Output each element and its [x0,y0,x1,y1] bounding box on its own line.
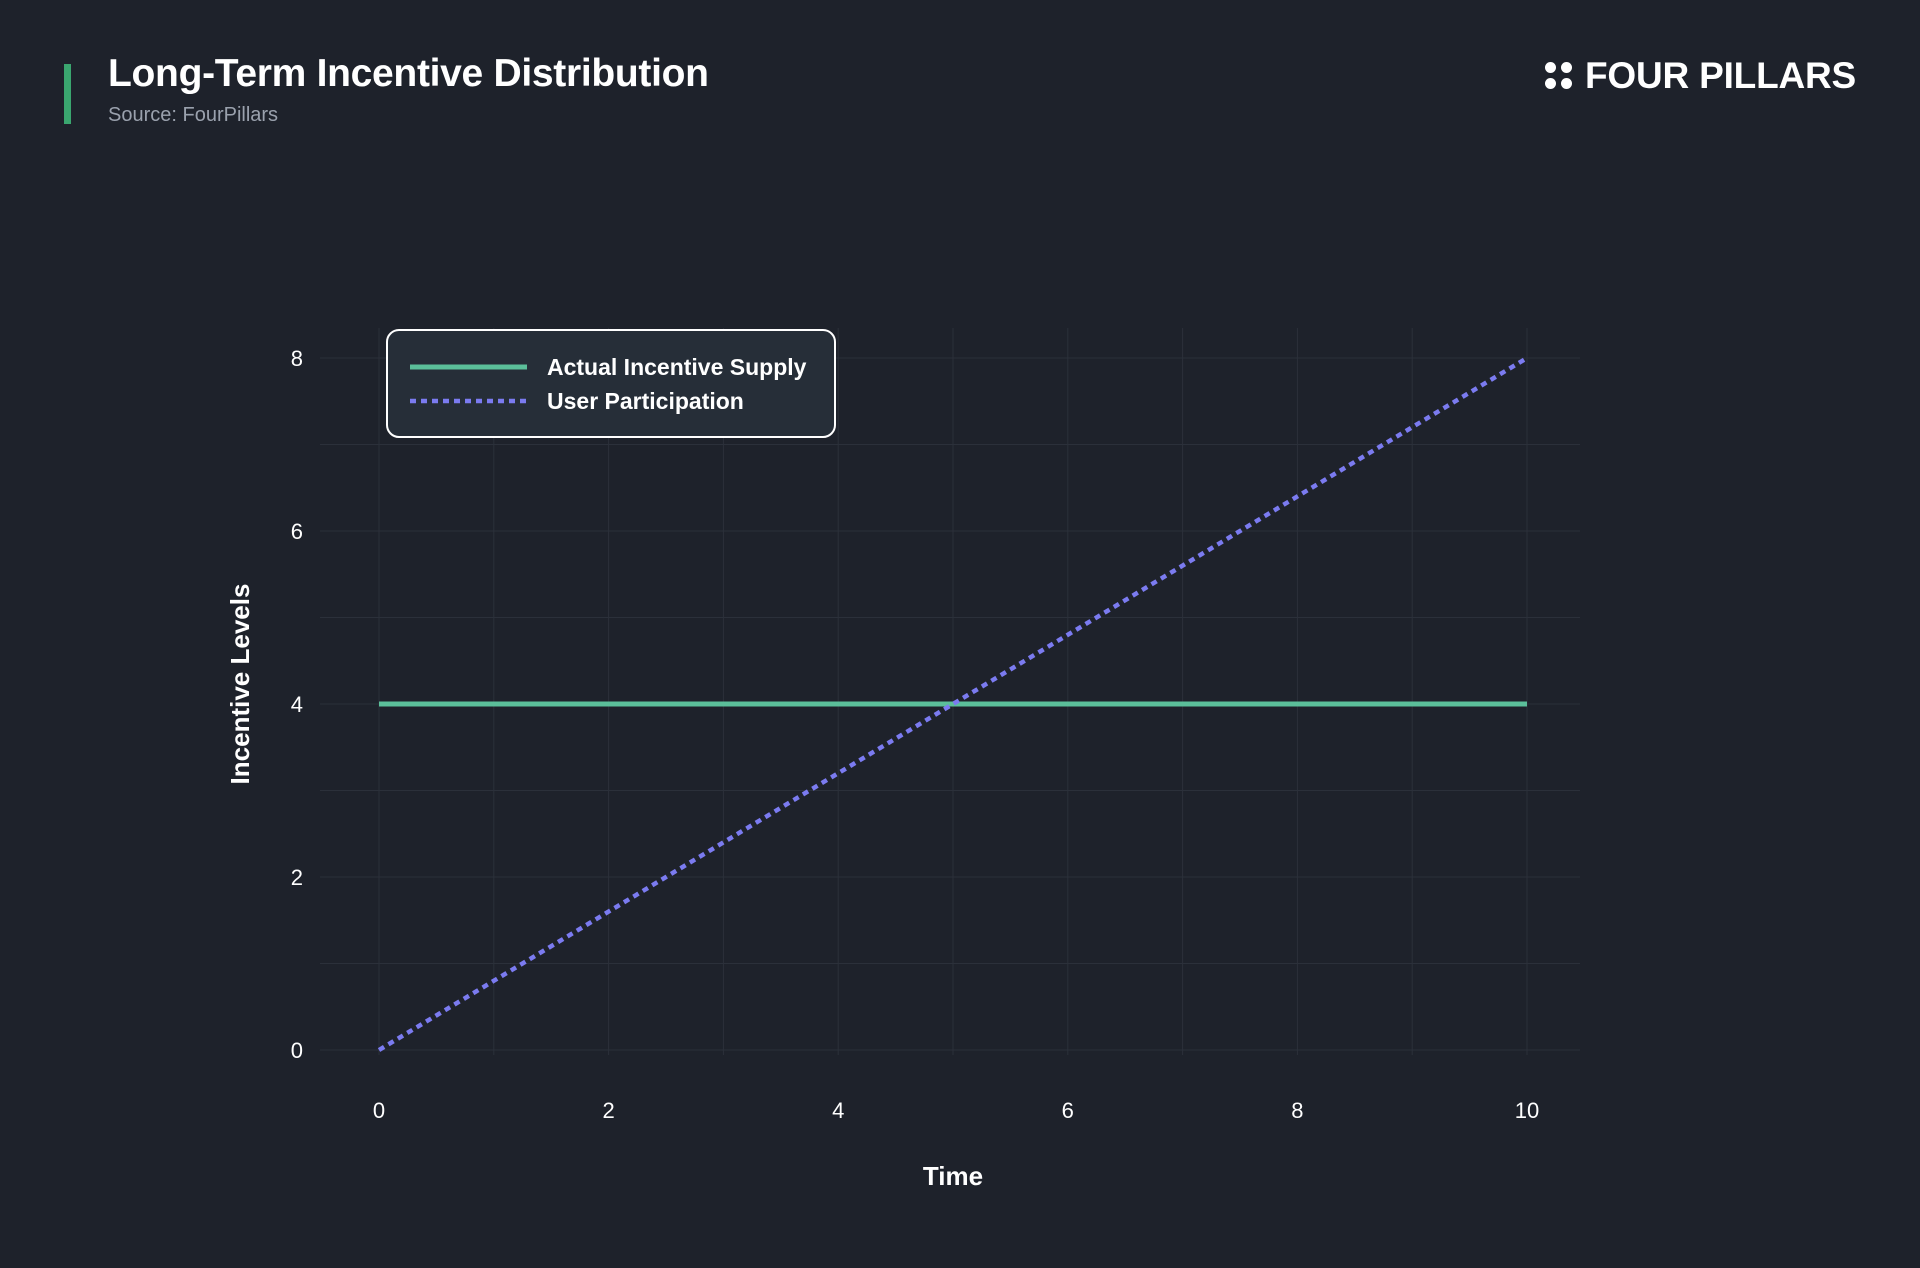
x-tick-label: 4 [832,1098,844,1123]
y-tick-label: 4 [291,692,303,717]
y-tick-label: 0 [291,1038,303,1063]
brand-name: FOUR PILLARS [1585,55,1856,96]
chart-series [377,356,1529,1052]
page-subtitle: Source: FourPillars [108,104,279,126]
chart-tick-labels: 0 2 4 6 8 10 0 2 4 6 8 [291,346,1539,1123]
y-tick-label: 6 [291,519,303,544]
legend-label-1: Actual Incentive Supply [547,354,807,380]
x-tick-label: 2 [602,1098,614,1123]
y-axis-title: Incentive Levels [225,584,255,785]
legend-label-2: User Participation [547,388,744,414]
x-tick-label: 10 [1515,1098,1539,1123]
x-tick-label: 0 [373,1098,385,1123]
series-line-2 [377,356,1529,1052]
x-tick-label: 6 [1062,1098,1074,1123]
chart-legend: Actual Incentive Supply User Participatio… [386,329,836,438]
y-tick-label: 2 [291,865,303,890]
x-axis-title: Time [923,1161,983,1191]
page-title: Long-Term Incentive Distribution [108,52,709,95]
legend-box [386,329,836,438]
x-tick-label: 8 [1291,1098,1303,1123]
four-dots-icon [1545,62,1573,90]
brand-logo: FOUR PILLARS [1545,55,1856,97]
title-accent-bar [64,64,71,124]
y-tick-label: 8 [291,346,303,371]
